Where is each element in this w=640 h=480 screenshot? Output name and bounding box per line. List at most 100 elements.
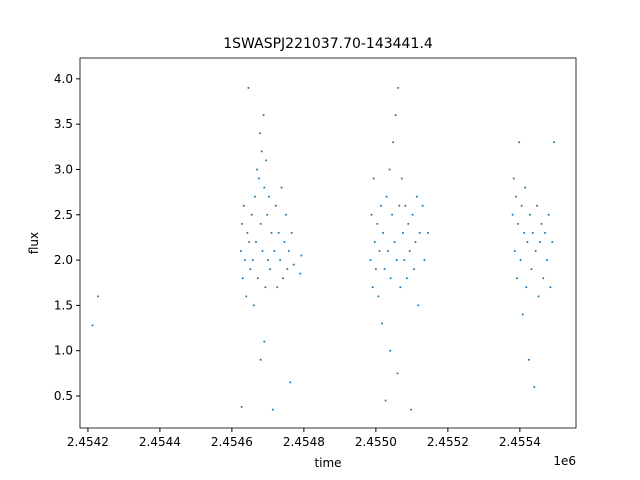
data-point xyxy=(251,259,254,262)
data-point xyxy=(255,240,258,243)
data-point xyxy=(542,277,545,280)
x-tick-label: 2.4548 xyxy=(283,435,325,449)
data-point xyxy=(266,213,269,216)
data-point xyxy=(257,177,260,180)
data-point xyxy=(414,240,417,243)
data-point xyxy=(421,204,424,207)
data-point xyxy=(374,268,377,271)
data-point xyxy=(514,195,517,198)
data-point xyxy=(537,295,540,298)
data-point xyxy=(398,204,401,207)
data-point xyxy=(262,114,265,117)
data-point xyxy=(286,268,289,271)
data-point xyxy=(517,222,520,225)
data-point xyxy=(289,381,292,384)
y-tick-label: 1.5 xyxy=(54,298,73,312)
data-point xyxy=(248,240,251,243)
data-point xyxy=(413,268,416,271)
data-point xyxy=(423,259,426,262)
data-point xyxy=(260,150,263,153)
data-point xyxy=(247,86,250,89)
data-point xyxy=(544,231,547,234)
data-point xyxy=(536,204,539,207)
data-point xyxy=(299,272,302,275)
data-point xyxy=(407,222,410,225)
data-point xyxy=(408,250,411,253)
data-point xyxy=(239,250,242,253)
data-point xyxy=(415,195,418,198)
data-point xyxy=(256,168,259,171)
data-point xyxy=(523,231,526,234)
data-point xyxy=(240,405,243,408)
data-point xyxy=(380,322,383,325)
data-point xyxy=(246,231,249,234)
data-point xyxy=(378,250,381,253)
data-point xyxy=(252,304,255,307)
data-point xyxy=(553,141,556,144)
data-point xyxy=(264,286,267,289)
data-point xyxy=(250,213,253,216)
data-point xyxy=(242,204,245,207)
data-point xyxy=(265,159,268,162)
data-point xyxy=(417,304,420,307)
data-point xyxy=(245,295,248,298)
data-point xyxy=(240,222,243,225)
data-point xyxy=(389,349,392,352)
data-point xyxy=(540,222,543,225)
data-point xyxy=(418,231,421,234)
data-point xyxy=(393,240,396,243)
data-point xyxy=(512,177,515,180)
data-point xyxy=(373,240,376,243)
y-tick-label: 2.5 xyxy=(54,208,73,222)
data-point xyxy=(266,259,269,262)
data-point xyxy=(527,358,530,361)
data-point xyxy=(292,263,295,266)
x-tick-label: 2.4554 xyxy=(499,435,541,449)
data-point xyxy=(404,204,407,207)
y-tick-label: 4.0 xyxy=(54,72,73,86)
x-tick-label: 2.4550 xyxy=(355,435,397,449)
data-point xyxy=(528,213,531,216)
data-point xyxy=(513,250,516,253)
data-point xyxy=(518,141,521,144)
y-tick-label: 2.0 xyxy=(54,253,73,267)
data-point xyxy=(392,141,395,144)
y-tick-label: 3.5 xyxy=(54,117,73,131)
data-point xyxy=(394,114,397,117)
data-point xyxy=(256,277,259,280)
data-point xyxy=(401,231,404,234)
chart-title: 1SWASPJ221037.70-143441.4 xyxy=(223,36,433,52)
y-tick-label: 0.5 xyxy=(54,389,73,403)
data-point xyxy=(270,231,273,234)
data-point xyxy=(403,259,406,262)
data-point xyxy=(300,254,303,257)
data-point xyxy=(534,250,537,253)
data-point xyxy=(258,132,261,135)
data-point xyxy=(551,240,554,243)
data-point xyxy=(283,240,286,243)
data-point xyxy=(549,286,552,289)
data-point xyxy=(531,231,534,234)
data-point xyxy=(526,240,529,243)
data-point xyxy=(545,259,548,262)
data-point xyxy=(279,259,282,262)
data-point xyxy=(519,259,522,262)
x-tick-label: 2.4542 xyxy=(67,435,109,449)
data-point xyxy=(400,177,403,180)
data-point xyxy=(391,213,394,216)
data-point xyxy=(376,222,379,225)
data-point xyxy=(384,399,387,402)
data-point xyxy=(371,286,374,289)
data-point xyxy=(280,186,283,189)
data-point xyxy=(370,213,373,216)
data-point xyxy=(382,231,385,234)
data-point xyxy=(259,222,262,225)
data-point xyxy=(249,268,252,271)
data-point xyxy=(511,213,514,216)
data-point xyxy=(530,268,533,271)
data-point xyxy=(267,195,270,198)
data-point xyxy=(96,295,99,298)
data-point xyxy=(263,340,266,343)
data-point xyxy=(524,186,527,189)
